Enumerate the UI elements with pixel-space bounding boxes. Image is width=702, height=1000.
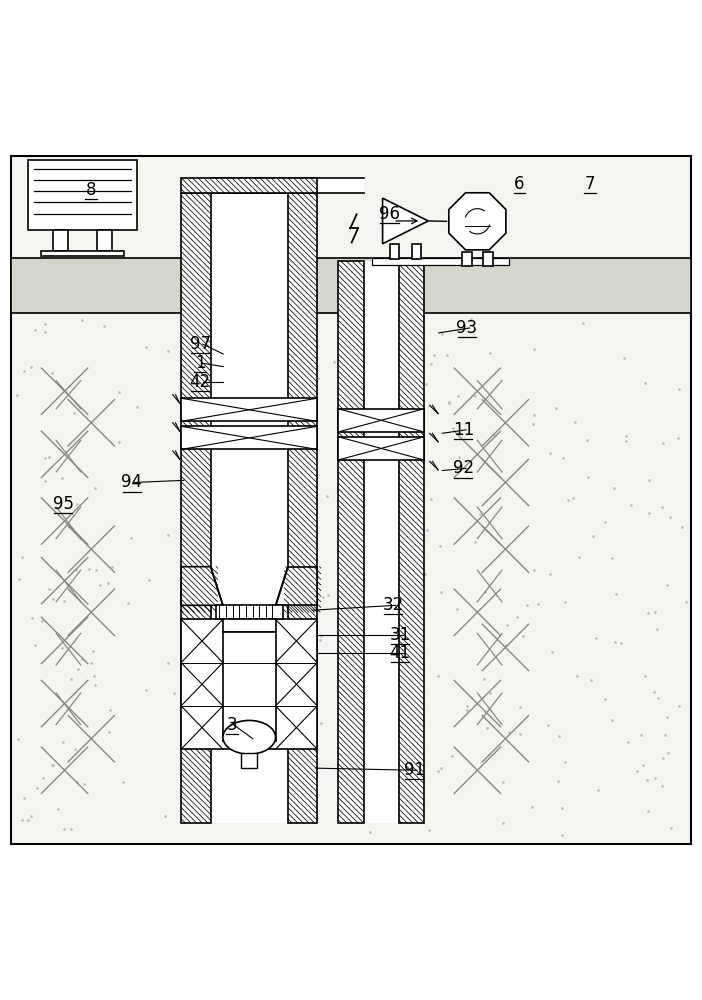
- Text: 31: 31: [390, 626, 411, 644]
- Polygon shape: [181, 426, 317, 449]
- Text: 93: 93: [456, 319, 477, 337]
- Ellipse shape: [223, 720, 275, 754]
- Text: 1: 1: [194, 354, 206, 372]
- Polygon shape: [181, 178, 317, 193]
- Polygon shape: [216, 605, 282, 619]
- Text: 3: 3: [226, 716, 237, 734]
- Polygon shape: [181, 619, 317, 749]
- Polygon shape: [211, 193, 288, 823]
- Polygon shape: [181, 193, 211, 823]
- Polygon shape: [241, 753, 257, 768]
- Polygon shape: [53, 230, 68, 251]
- Polygon shape: [223, 619, 275, 632]
- Polygon shape: [211, 178, 364, 193]
- Text: 8: 8: [86, 181, 96, 199]
- Polygon shape: [399, 261, 424, 823]
- Polygon shape: [483, 252, 493, 266]
- Polygon shape: [338, 437, 424, 460]
- Polygon shape: [338, 409, 424, 432]
- Text: 11: 11: [453, 421, 474, 439]
- Text: 91: 91: [404, 761, 425, 779]
- Text: 95: 95: [53, 495, 74, 513]
- Text: 97: 97: [190, 335, 211, 353]
- Polygon shape: [11, 156, 691, 844]
- Polygon shape: [462, 252, 472, 266]
- Text: 92: 92: [453, 459, 474, 477]
- Polygon shape: [288, 193, 317, 823]
- Polygon shape: [97, 230, 112, 251]
- Text: 42: 42: [190, 373, 211, 391]
- Polygon shape: [338, 261, 364, 823]
- Polygon shape: [364, 261, 399, 823]
- Text: 41: 41: [390, 644, 411, 662]
- Polygon shape: [11, 258, 232, 313]
- Polygon shape: [372, 258, 509, 265]
- Polygon shape: [223, 632, 275, 741]
- Polygon shape: [390, 244, 399, 259]
- Polygon shape: [181, 567, 223, 605]
- Text: 94: 94: [121, 473, 143, 491]
- Polygon shape: [275, 567, 317, 605]
- Polygon shape: [383, 198, 428, 244]
- Polygon shape: [302, 258, 691, 313]
- Polygon shape: [28, 160, 137, 230]
- Polygon shape: [41, 251, 124, 256]
- Text: 6: 6: [515, 175, 524, 193]
- Polygon shape: [449, 193, 506, 250]
- Polygon shape: [211, 567, 288, 605]
- Text: 96: 96: [379, 205, 400, 223]
- Polygon shape: [181, 398, 317, 421]
- Text: 32: 32: [383, 596, 404, 614]
- Polygon shape: [412, 244, 421, 259]
- Text: 7: 7: [585, 175, 595, 193]
